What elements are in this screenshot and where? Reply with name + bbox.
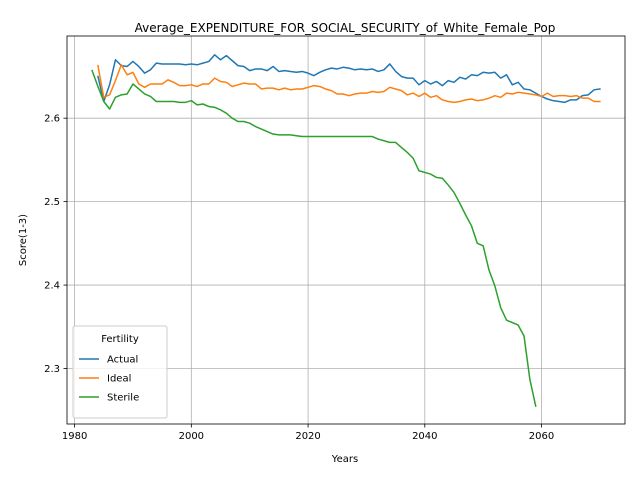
ticks: 1980 2000 2020 2040 2060 2.3 2.4 2.5 2.6 [44, 114, 554, 442]
legend: Fertility Actual Ideal Sterile [72, 325, 168, 419]
series-line-actual [97, 54, 601, 104]
y-axis-label: Score(1-3) [18, 214, 29, 266]
x-tick-label: 2020 [295, 431, 320, 442]
x-tick-label: 2040 [412, 431, 437, 442]
plot-frame [66, 35, 626, 425]
legend-label-ideal: Ideal [107, 374, 131, 385]
x-tick-label: 2060 [529, 431, 554, 442]
x-tick-label: 1980 [62, 431, 87, 442]
y-tick-label: 2.5 [44, 197, 60, 208]
x-axis-label: Years [331, 454, 358, 465]
grid [67, 36, 625, 424]
legend-box [72, 325, 168, 419]
series-line-sterile [91, 69, 537, 407]
y-tick-label: 2.4 [44, 281, 60, 292]
series-line-ideal [97, 64, 601, 104]
legend-label-actual: Actual [107, 355, 138, 366]
legend-title: Fertility [101, 334, 139, 345]
legend-label-sterile: Sterile [107, 393, 139, 404]
series-layer [91, 54, 601, 407]
x-tick-label: 2000 [179, 431, 204, 442]
chart-title: Average_EXPENDITURE_FOR_SOCIAL_SECURITY_… [135, 21, 556, 35]
y-tick-label: 2.6 [44, 114, 60, 125]
y-tick-label: 2.3 [44, 364, 60, 375]
